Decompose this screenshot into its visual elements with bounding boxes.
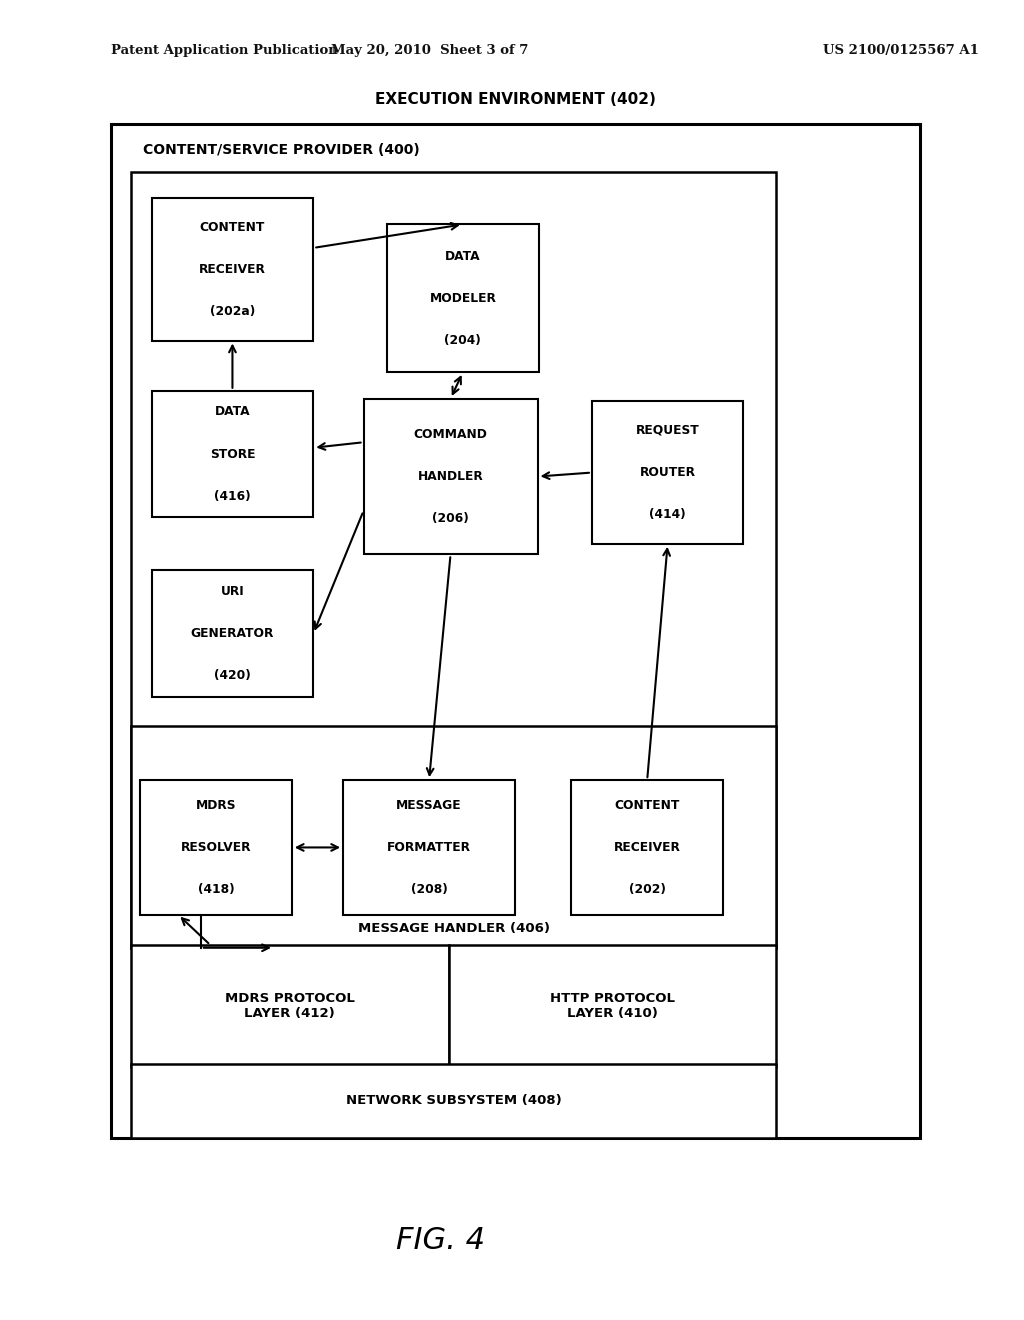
Text: MDRS: MDRS: [196, 799, 237, 812]
Text: GENERATOR: GENERATOR: [190, 627, 274, 640]
Text: (202a): (202a): [210, 305, 255, 318]
Bar: [152, 198, 313, 341]
Text: RESOLVER: RESOLVER: [181, 841, 251, 854]
Text: HANDLER: HANDLER: [418, 470, 483, 483]
Text: REQUEST: REQUEST: [636, 424, 699, 437]
Text: DATA: DATA: [215, 405, 250, 418]
Bar: [131, 726, 776, 948]
Text: (416): (416): [214, 490, 251, 503]
Text: CONTENT/SERVICE PROVIDER (400): CONTENT/SERVICE PROVIDER (400): [143, 143, 420, 157]
Text: HTTP PROTOCOL
LAYER (410): HTTP PROTOCOL LAYER (410): [550, 991, 675, 1020]
Bar: [152, 570, 313, 697]
Bar: [152, 391, 313, 517]
Text: CONTENT: CONTENT: [200, 220, 265, 234]
Text: (206): (206): [432, 512, 469, 525]
Text: CONTENT: CONTENT: [614, 799, 680, 812]
Text: MESSAGE HANDLER (406): MESSAGE HANDLER (406): [357, 921, 550, 935]
Text: MESSAGE: MESSAGE: [396, 799, 462, 812]
Text: (414): (414): [649, 508, 686, 521]
Text: FIG. 4: FIG. 4: [396, 1226, 484, 1255]
Bar: [140, 780, 292, 915]
Text: May 20, 2010  Sheet 3 of 7: May 20, 2010 Sheet 3 of 7: [332, 44, 528, 57]
Text: (208): (208): [411, 883, 447, 896]
Bar: [343, 780, 515, 915]
Text: COMMAND: COMMAND: [414, 428, 487, 441]
Text: (418): (418): [198, 883, 234, 896]
Bar: [131, 945, 449, 1067]
Text: STORE: STORE: [210, 447, 255, 461]
Bar: [571, 780, 723, 915]
Text: (204): (204): [444, 334, 481, 347]
Text: MDRS PROTOCOL
LAYER (412): MDRS PROTOCOL LAYER (412): [225, 991, 354, 1020]
Text: RECEIVER: RECEIVER: [613, 841, 681, 854]
Text: EXECUTION ENVIRONMENT (402): EXECUTION ENVIRONMENT (402): [375, 92, 655, 107]
Bar: [364, 399, 538, 554]
Bar: [592, 401, 743, 544]
Text: US 2100/0125567 A1: US 2100/0125567 A1: [823, 44, 979, 57]
Bar: [111, 124, 920, 1138]
Bar: [449, 945, 776, 1067]
Text: ROUTER: ROUTER: [640, 466, 695, 479]
Text: (202): (202): [629, 883, 666, 896]
Text: NETWORK SUBSYSTEM (408): NETWORK SUBSYSTEM (408): [346, 1094, 561, 1107]
Text: Patent Application Publication: Patent Application Publication: [111, 44, 337, 57]
Text: FORMATTER: FORMATTER: [387, 841, 471, 854]
Bar: [131, 172, 776, 948]
Text: DATA: DATA: [445, 249, 480, 263]
Text: MODELER: MODELER: [429, 292, 497, 305]
Text: RECEIVER: RECEIVER: [199, 263, 266, 276]
Bar: [131, 1064, 776, 1138]
Text: (420): (420): [214, 669, 251, 682]
Text: URI: URI: [220, 585, 245, 598]
Bar: [387, 224, 539, 372]
